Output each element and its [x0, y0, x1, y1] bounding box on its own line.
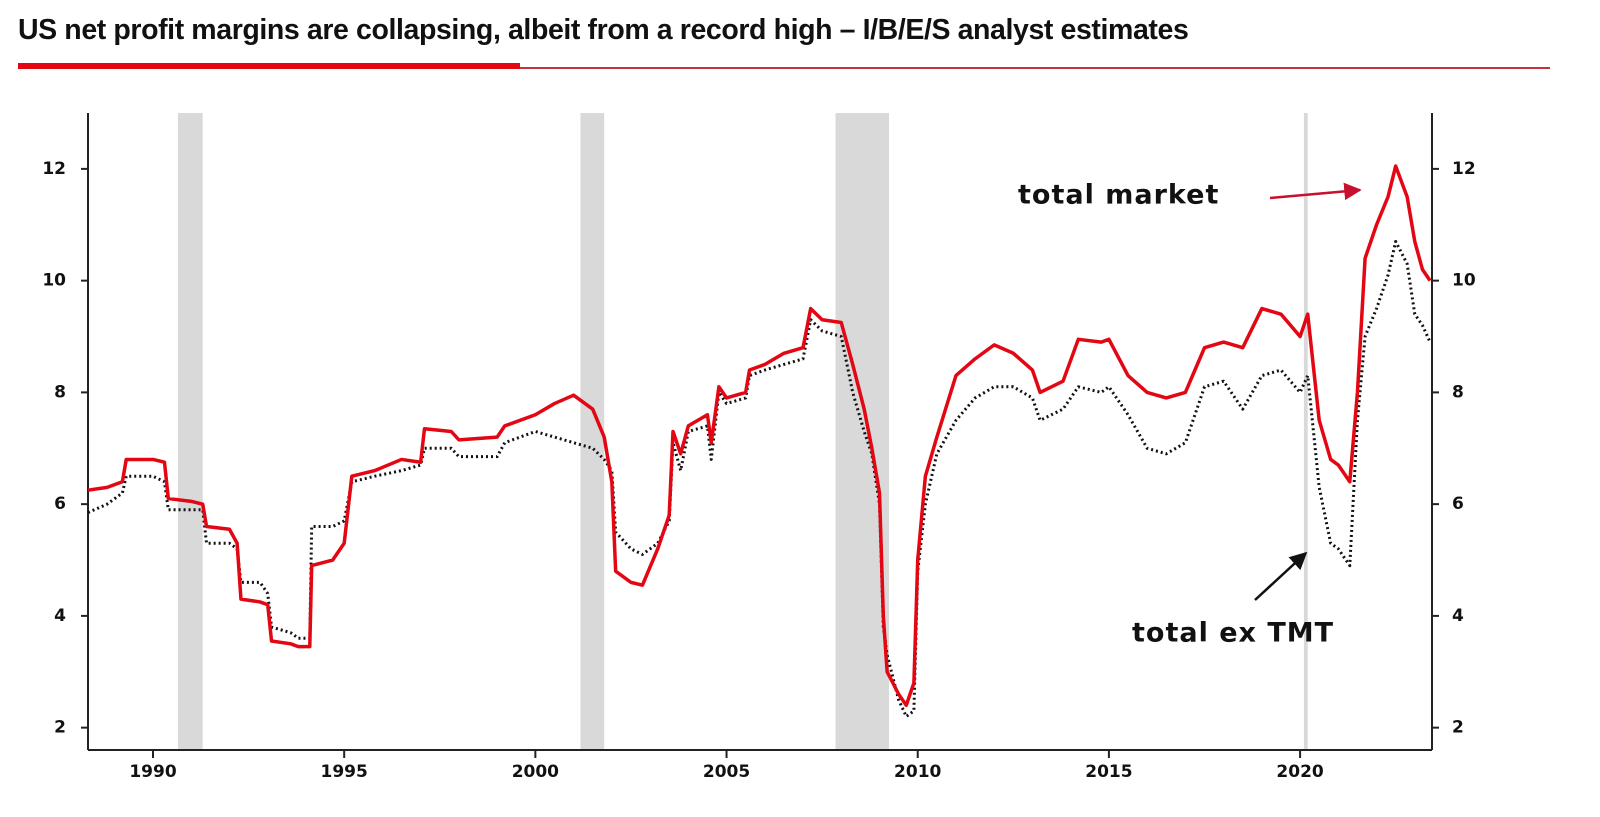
x-tick-label: 2015 [1085, 762, 1132, 782]
y-tick-label: 8 [54, 382, 66, 402]
x-tick-label: 2010 [894, 762, 941, 782]
y2-tick-label: 6 [1452, 494, 1464, 514]
y-tick-label: 6 [54, 494, 66, 514]
recession-band [1303, 113, 1308, 750]
x-tick-label: 2020 [1276, 762, 1323, 782]
x-tick-label: 1995 [321, 762, 368, 782]
annotation-arrow [1254, 551, 1308, 601]
y2-tick-label: 12 [1452, 159, 1476, 179]
chart-title: US net profit margins are collapsing, al… [18, 14, 1189, 46]
x-tick-label: 1990 [129, 762, 176, 782]
x-tick-label: 2000 [512, 762, 559, 782]
series-label: total market [1018, 180, 1219, 211]
series-line [87, 164, 1432, 708]
annotation-arrow [1269, 182, 1362, 201]
y-tick-label: 4 [54, 606, 66, 626]
y2-tick-label: 10 [1452, 271, 1476, 291]
y-tick-label: 10 [42, 271, 66, 291]
y-tick-label: 12 [42, 159, 66, 179]
recession-band [580, 113, 605, 750]
y2-tick-label: 4 [1452, 606, 1464, 626]
x-tick-label: 2005 [703, 762, 750, 782]
y2-tick-label: 2 [1452, 718, 1464, 738]
recession-band [835, 113, 890, 750]
series-line [87, 240, 1432, 718]
y-tick-label: 2 [54, 718, 66, 738]
series-label: total ex TMT [1132, 618, 1334, 649]
recession-band [177, 113, 203, 750]
y2-tick-label: 8 [1452, 382, 1464, 402]
